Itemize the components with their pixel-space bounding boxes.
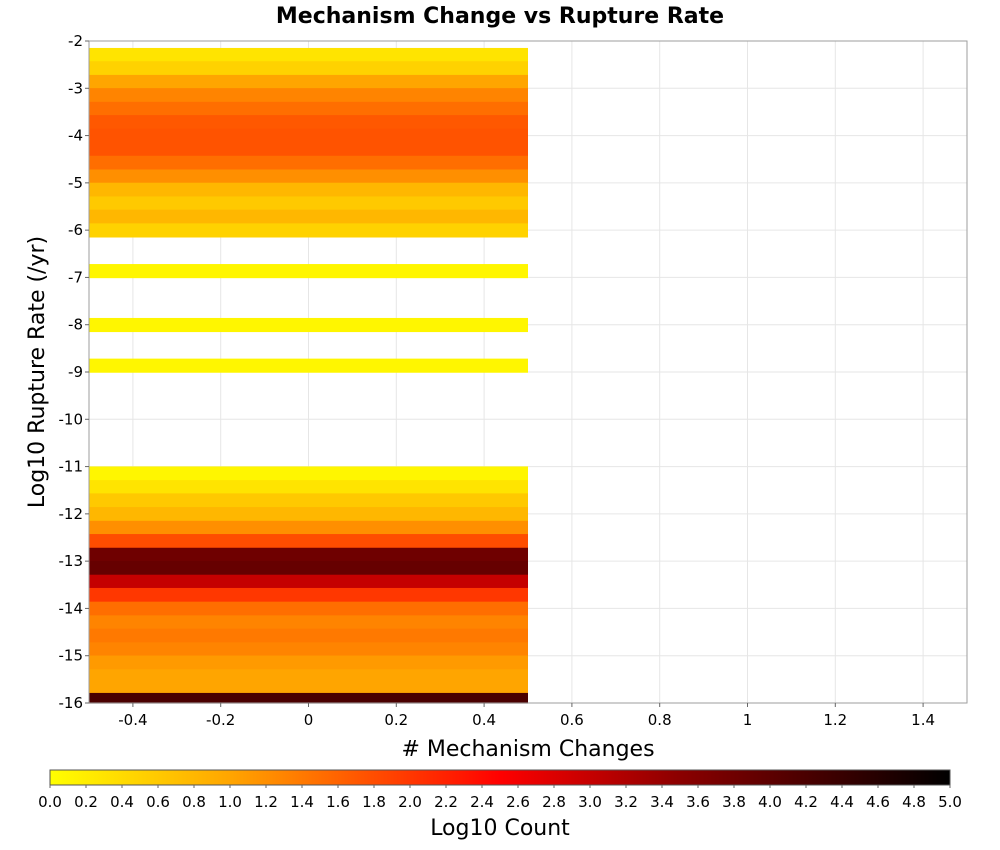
colorbar-tick-label: 2.0 bbox=[398, 793, 422, 811]
heatmap-cell bbox=[89, 642, 528, 657]
heatmap-cell bbox=[89, 47, 528, 63]
heatmap-cell bbox=[89, 101, 528, 116]
colorbar-tick-label: 1.4 bbox=[290, 793, 314, 811]
x-tick-label: 1.4 bbox=[911, 711, 935, 729]
x-axis-label: # Mechanism Changes bbox=[401, 737, 654, 762]
heatmap-cell bbox=[89, 182, 528, 197]
x-tick-label: 0 bbox=[304, 711, 314, 729]
heatmap-cell bbox=[89, 655, 528, 670]
colorbar-tick-label: 0.6 bbox=[146, 793, 170, 811]
colorbar-tick-label: 4.4 bbox=[830, 793, 854, 811]
colorbar-tick-label: 4.0 bbox=[758, 793, 782, 811]
colorbar-tick-label: 1.6 bbox=[326, 793, 350, 811]
x-tick-label: 0.8 bbox=[648, 711, 672, 729]
x-tick-label: 0.6 bbox=[560, 711, 584, 729]
colorbar-tick-label: 3.2 bbox=[614, 793, 638, 811]
heatmap-cell bbox=[89, 547, 528, 562]
x-tick-label: 0.2 bbox=[384, 711, 408, 729]
colorbar-tick-label: 5.0 bbox=[938, 793, 962, 811]
heatmap-cell bbox=[89, 493, 528, 508]
y-tick-label: -2 bbox=[68, 32, 83, 50]
y-tick-label: -9 bbox=[68, 363, 83, 381]
colorbar-label: Log10 Count bbox=[430, 816, 570, 841]
x-tick-label: 0.4 bbox=[472, 711, 496, 729]
x-tick-label: -0.2 bbox=[206, 711, 235, 729]
y-tick-label: -14 bbox=[59, 599, 84, 617]
y-tick-label: -11 bbox=[59, 458, 84, 476]
colorbar-tick-label: 3.4 bbox=[650, 793, 674, 811]
colorbar-tick-label: 1.8 bbox=[362, 793, 386, 811]
heatmap-cell bbox=[89, 115, 528, 130]
heatmap-cell bbox=[89, 223, 528, 238]
colorbar-tick-label: 1.2 bbox=[254, 793, 278, 811]
colorbar-tick-label: 0.8 bbox=[182, 793, 206, 811]
colorbar-tick-label: 1.0 bbox=[218, 793, 242, 811]
colorbar bbox=[49, 769, 951, 786]
y-axis-label: Log10 Rupture Rate (/yr) bbox=[25, 236, 50, 508]
heatmap-cell bbox=[89, 169, 528, 184]
y-tick-label: -13 bbox=[59, 552, 84, 570]
heatmap-cell bbox=[89, 358, 528, 373]
heatmap-cell bbox=[89, 466, 528, 481]
heatmap-cell bbox=[89, 692, 528, 704]
colorbar-tick-label: 2.8 bbox=[542, 793, 566, 811]
y-tick-label: -16 bbox=[59, 694, 84, 712]
heatmap-cell bbox=[89, 142, 528, 157]
x-axis-ticks: -0.4 -0.2 0 0.2 0.4 0.6 0.8 1 1.2 1.4 bbox=[118, 703, 935, 729]
colorbar-ticks: 0.0 0.2 0.4 0.6 0.8 1.0 1.2 1.4 1.6 1.8 2.0 2.2 2.4 2… bbox=[38, 785, 962, 811]
x-tick-label: -0.4 bbox=[118, 711, 147, 729]
colorbar-tick-label: 2.6 bbox=[506, 793, 530, 811]
y-tick-label: -12 bbox=[59, 505, 84, 523]
heatmap-cell bbox=[89, 574, 528, 589]
heatmap-cell bbox=[89, 61, 528, 76]
heatmap-cells bbox=[89, 47, 528, 704]
colorbar-tick-label: 3.6 bbox=[686, 793, 710, 811]
colorbar-tick-label: 2.4 bbox=[470, 793, 494, 811]
y-tick-label: -3 bbox=[68, 79, 83, 97]
y-tick-label: -6 bbox=[68, 221, 83, 239]
colorbar-tick-label: 4.6 bbox=[866, 793, 890, 811]
heatmap-cell bbox=[89, 628, 528, 643]
colorbar-tick-label: 2.2 bbox=[434, 793, 458, 811]
heatmap-cell bbox=[89, 209, 528, 224]
y-tick-label: -8 bbox=[68, 316, 83, 334]
heatmap-cell bbox=[89, 587, 528, 603]
y-tick-label: -7 bbox=[68, 268, 83, 286]
heatmap-cell bbox=[89, 88, 528, 103]
heatmap-cell bbox=[89, 561, 528, 576]
heatmap-cell bbox=[89, 507, 528, 522]
heatmap-cell bbox=[89, 317, 528, 333]
heatmap-cell bbox=[89, 480, 528, 495]
colorbar-tick-label: 0.0 bbox=[38, 793, 62, 811]
heatmap-cell bbox=[89, 601, 528, 616]
colorbar-tick-label: 4.8 bbox=[902, 793, 926, 811]
heatmap-cell bbox=[89, 615, 528, 630]
y-tick-label: -10 bbox=[59, 410, 84, 428]
colorbar-tick-label: 0.2 bbox=[74, 793, 98, 811]
heatmap-cell bbox=[89, 264, 528, 279]
y-axis-ticks: -2 -3 -4 -5 -6 -7 -8 -9 -10 -11 -12 -13 -14 -15 -16 bbox=[59, 32, 89, 712]
chart-title: Mechanism Change vs Rupture Rate bbox=[276, 4, 724, 29]
colorbar-tick-label: 4.2 bbox=[794, 793, 818, 811]
y-tick-label: -4 bbox=[68, 127, 83, 145]
heatmap-cell bbox=[89, 196, 528, 211]
colorbar-tick-label: 3.8 bbox=[722, 793, 746, 811]
colorbar-tick-label: 0.4 bbox=[110, 793, 134, 811]
heatmap-cell bbox=[89, 520, 528, 535]
x-tick-label: 1 bbox=[743, 711, 753, 729]
heatmap-cell bbox=[89, 155, 528, 170]
heatmap-cell bbox=[89, 128, 528, 143]
heatmap-cell bbox=[89, 534, 528, 549]
heatmap-cell bbox=[89, 74, 528, 90]
heatmap-cell bbox=[89, 669, 528, 684]
y-tick-label: -15 bbox=[59, 647, 84, 665]
colorbar-tick-label: 3.0 bbox=[578, 793, 602, 811]
y-tick-label: -5 bbox=[68, 174, 83, 192]
x-tick-label: 1.2 bbox=[823, 711, 847, 729]
